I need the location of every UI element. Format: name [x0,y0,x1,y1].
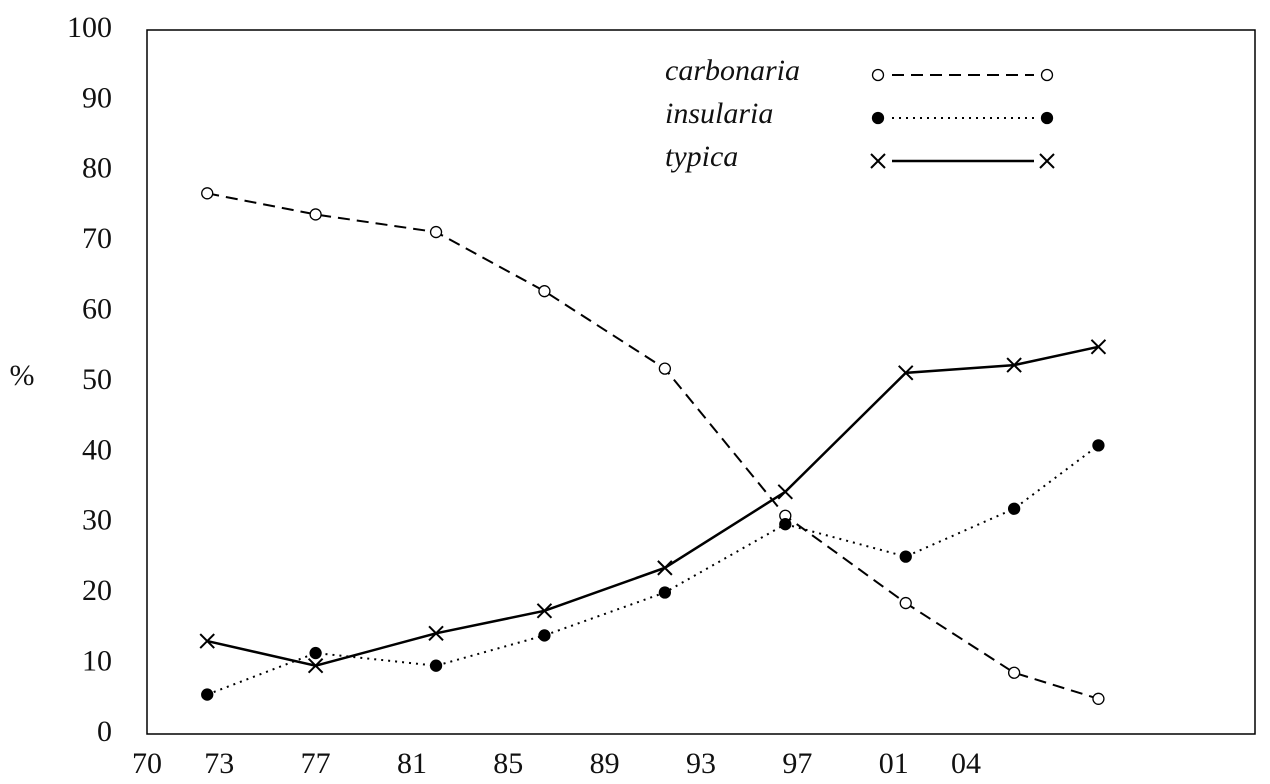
data-point [658,362,672,375]
legend-marker [1040,111,1054,125]
y-tick-label: 100 [67,11,112,44]
data-point [899,596,912,610]
data-point [1092,439,1105,452]
x-tick-label: 73 [204,747,234,780]
data-point [307,658,324,674]
x-tick-label: 81 [397,747,427,780]
y-tick-label: 10 [82,644,112,677]
legend-marker [1040,68,1054,82]
legend-label: carbonaria [665,54,800,87]
y-tick-label: 60 [82,292,112,325]
data-point [201,187,214,200]
legend-marker [870,153,886,169]
series-line [206,444,1100,696]
data-point [309,208,322,221]
y-axis-label: % [10,359,35,392]
data-point [1007,666,1021,679]
legend-marker [1039,153,1055,169]
data-point [309,646,322,660]
x-tick-label: 77 [301,747,331,780]
data-point [658,586,672,599]
legend-marker [871,111,885,125]
data-point [1006,357,1022,373]
x-tick-label: 01 [879,747,909,780]
x-tick-label: 85 [493,747,523,780]
data-point [777,484,794,500]
y-tick-label: 50 [82,363,112,396]
data-point [429,659,443,672]
data-point [199,633,215,649]
y-tick-label: 30 [82,504,112,537]
series-line [206,345,1099,667]
data-point [201,688,214,701]
y-tick-label: 20 [82,574,112,607]
x-tick-label: 04 [951,747,981,780]
legend-marker [871,68,885,82]
y-tick-label: 0 [97,715,112,748]
x-tick-label: 97 [782,747,812,780]
data-point [899,550,912,563]
x-tick-label: 70 [132,747,162,780]
data-point [428,625,444,642]
legend-label: insularia [665,97,773,130]
data-point [1092,692,1105,705]
plot-frame [146,29,1256,735]
y-tick-label: 80 [82,152,112,185]
x-tick-label: 93 [686,747,716,780]
data-point [657,560,673,576]
data-point [538,629,551,642]
data-point [779,518,792,531]
data-point [538,285,551,298]
data-point [536,603,553,619]
data-point [1090,339,1107,355]
y-tick-label: 90 [82,81,112,114]
series-line [207,192,1099,700]
data-point [429,225,443,239]
y-tick-label: 70 [82,222,112,255]
data-point [898,365,914,381]
x-tick-label: 89 [590,747,620,780]
y-tick-label: 40 [82,433,112,466]
legend-label: typica [665,140,738,173]
data-point [1007,502,1021,515]
